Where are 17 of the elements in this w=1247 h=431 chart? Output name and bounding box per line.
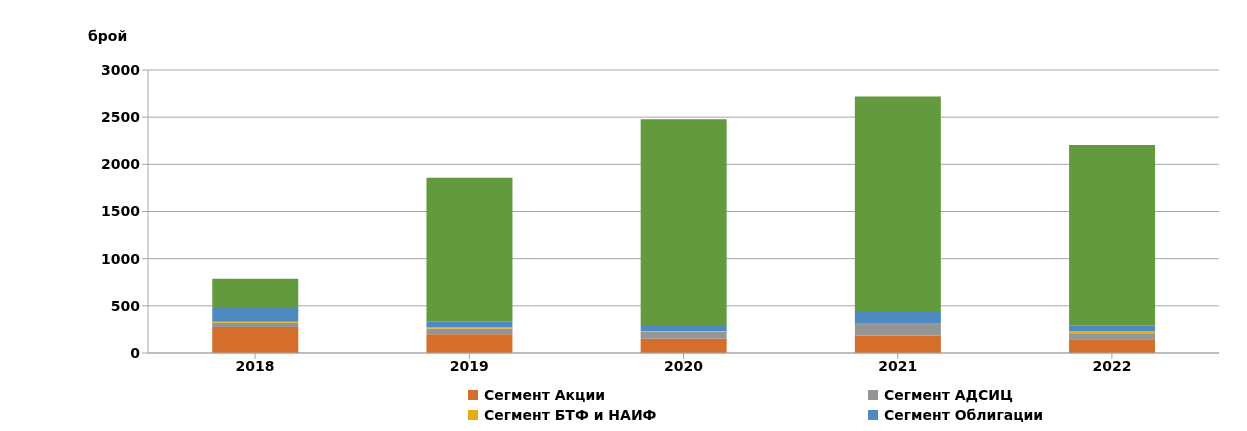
y-tick-label: 2000 bbox=[101, 156, 141, 173]
x-tick-label: 2021 bbox=[878, 357, 918, 374]
x-tick-label: 2019 bbox=[449, 357, 489, 374]
legend-label: Сегмент Облигации bbox=[884, 407, 1044, 423]
y-axis-title: брой bbox=[88, 28, 128, 44]
legend-label: Сегмент БТФ и НАИФ bbox=[484, 407, 657, 423]
y-tick-label: 3000 bbox=[101, 61, 141, 78]
legend-label: Сегмент АДСИЦ bbox=[884, 387, 1013, 403]
y-tick-label: 2500 bbox=[101, 109, 141, 126]
y-tick-label: 0 bbox=[130, 344, 141, 361]
y-tick-label: 1500 bbox=[101, 203, 141, 220]
y-tick-label: 500 bbox=[110, 297, 141, 314]
legend-label: Сегмент Акции bbox=[484, 387, 606, 403]
y-tick-label: 1000 bbox=[101, 250, 141, 267]
x-tick-label: 2022 bbox=[1092, 357, 1132, 374]
x-tick-label: 2020 bbox=[664, 357, 704, 374]
x-tick-label: 2018 bbox=[235, 357, 275, 374]
